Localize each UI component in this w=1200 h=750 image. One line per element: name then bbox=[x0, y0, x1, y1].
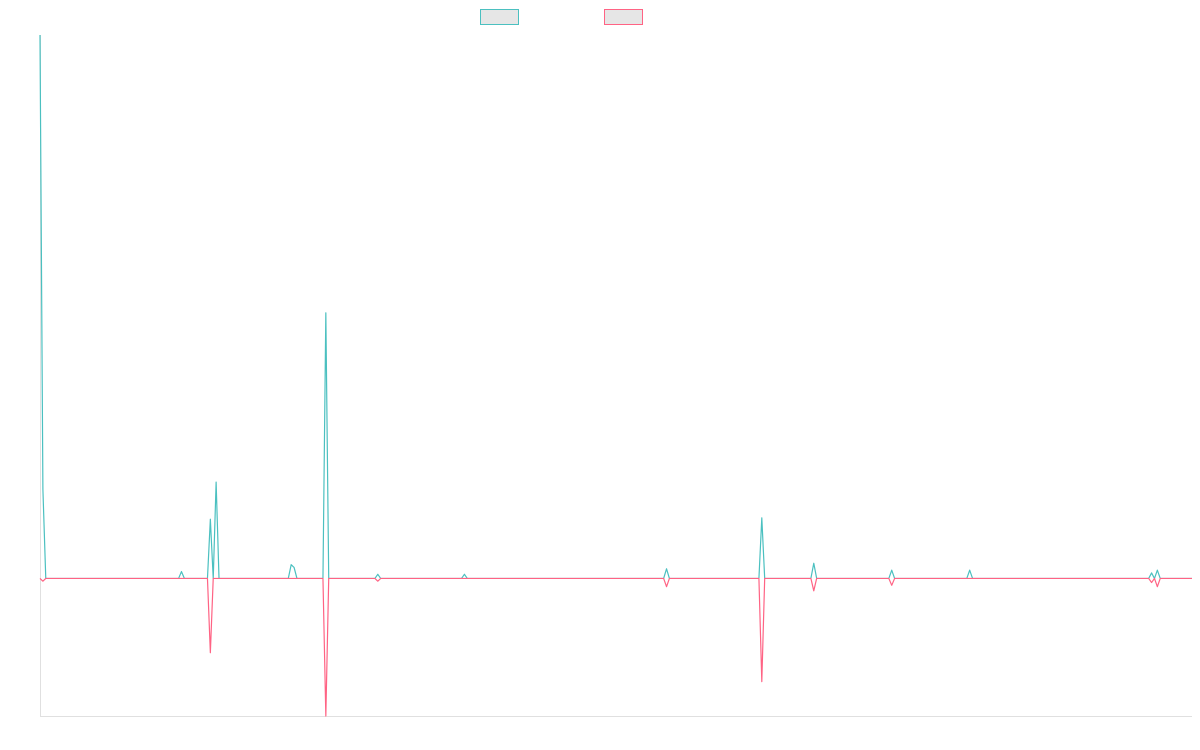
legend-swatch-series-1[interactable] bbox=[480, 9, 519, 25]
series-line-2 bbox=[39, 577, 1192, 717]
series-line-1 bbox=[39, 34, 1192, 580]
legend-swatch-series-2[interactable] bbox=[604, 9, 643, 25]
